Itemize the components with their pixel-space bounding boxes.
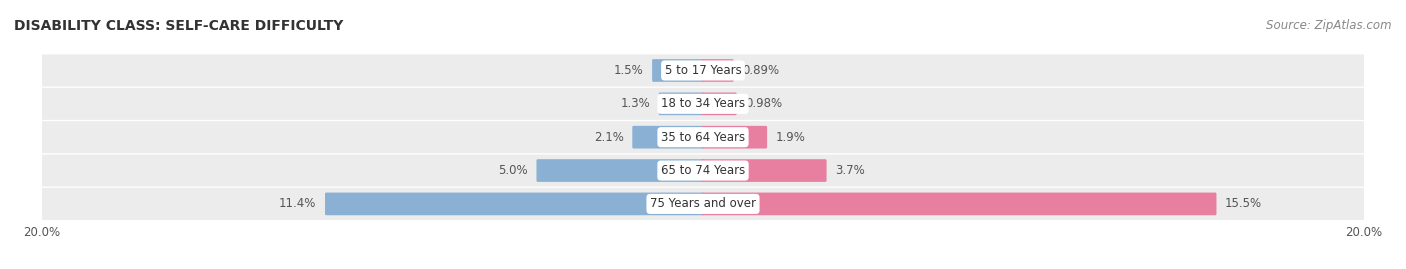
FancyBboxPatch shape bbox=[325, 193, 704, 215]
FancyBboxPatch shape bbox=[39, 54, 1367, 87]
Text: DISABILITY CLASS: SELF-CARE DIFFICULTY: DISABILITY CLASS: SELF-CARE DIFFICULTY bbox=[14, 19, 343, 33]
Text: 0.98%: 0.98% bbox=[745, 97, 782, 110]
Text: 65 to 74 Years: 65 to 74 Years bbox=[661, 164, 745, 177]
Text: 18 to 34 Years: 18 to 34 Years bbox=[661, 97, 745, 110]
Text: 11.4%: 11.4% bbox=[278, 197, 316, 210]
FancyBboxPatch shape bbox=[702, 93, 737, 115]
Text: 5 to 17 Years: 5 to 17 Years bbox=[665, 64, 741, 77]
Text: 0.89%: 0.89% bbox=[742, 64, 779, 77]
Text: 1.5%: 1.5% bbox=[614, 64, 644, 77]
FancyBboxPatch shape bbox=[39, 154, 1367, 187]
FancyBboxPatch shape bbox=[702, 126, 768, 148]
Legend: Male, Female: Male, Female bbox=[627, 266, 779, 269]
FancyBboxPatch shape bbox=[39, 188, 1367, 220]
Text: 1.9%: 1.9% bbox=[776, 131, 806, 144]
FancyBboxPatch shape bbox=[702, 193, 1216, 215]
Text: 15.5%: 15.5% bbox=[1225, 197, 1263, 210]
Text: 35 to 64 Years: 35 to 64 Years bbox=[661, 131, 745, 144]
FancyBboxPatch shape bbox=[537, 159, 704, 182]
Text: 2.1%: 2.1% bbox=[593, 131, 624, 144]
FancyBboxPatch shape bbox=[702, 159, 827, 182]
Text: 1.3%: 1.3% bbox=[620, 97, 650, 110]
FancyBboxPatch shape bbox=[39, 88, 1367, 120]
FancyBboxPatch shape bbox=[702, 59, 734, 82]
Text: 5.0%: 5.0% bbox=[498, 164, 527, 177]
Text: 3.7%: 3.7% bbox=[835, 164, 865, 177]
FancyBboxPatch shape bbox=[39, 121, 1367, 153]
FancyBboxPatch shape bbox=[652, 59, 704, 82]
FancyBboxPatch shape bbox=[659, 93, 704, 115]
FancyBboxPatch shape bbox=[633, 126, 704, 148]
Text: Source: ZipAtlas.com: Source: ZipAtlas.com bbox=[1267, 19, 1392, 32]
Text: 75 Years and over: 75 Years and over bbox=[650, 197, 756, 210]
